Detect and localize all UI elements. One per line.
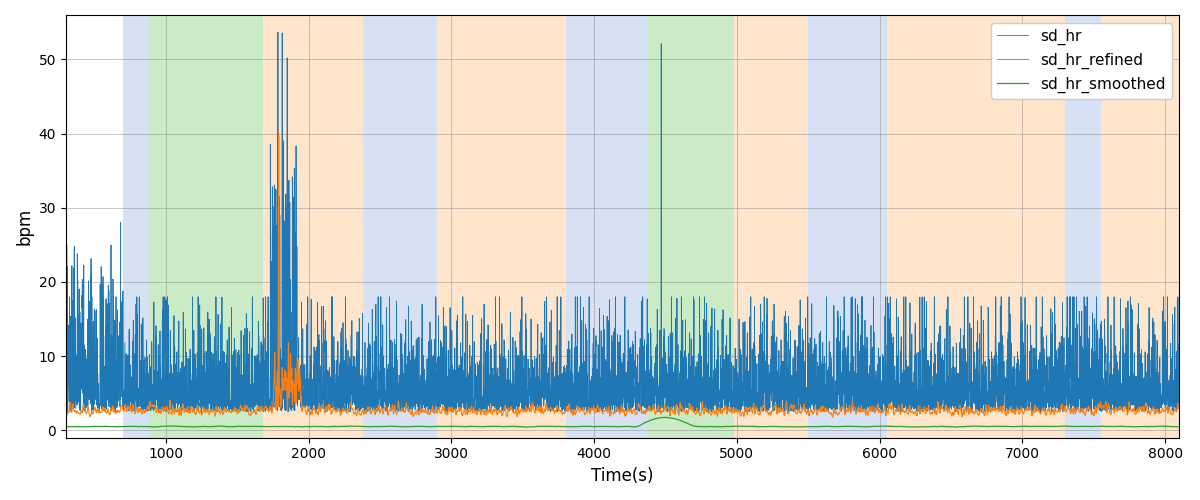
Bar — [124, 15, 149, 438]
sd_hr_smoothed — [518, 424, 533, 430]
sd_hr — [1172, 380, 1187, 386]
sd_hr_refined — [271, 130, 286, 136]
Bar — [887, 15, 1066, 438]
Line: sd_hr_smoothed: sd_hr_smoothed — [66, 418, 1180, 427]
Bar — [1066, 15, 1100, 438]
sd_hr — [84, 409, 98, 415]
sd_hr — [271, 29, 286, 35]
Bar — [263, 15, 362, 438]
sd_hr_refined — [1172, 404, 1187, 410]
Legend: sd_hr, sd_hr_refined, sd_hr_smoothed: sd_hr, sd_hr_refined, sd_hr_smoothed — [991, 22, 1171, 99]
sd_hr_refined — [866, 408, 881, 414]
sd_hr_smoothed — [157, 423, 172, 429]
Bar — [734, 15, 809, 438]
Y-axis label: bpm: bpm — [16, 208, 34, 245]
sd_hr — [618, 405, 632, 411]
Bar — [1100, 15, 1180, 438]
sd_hr_refined — [522, 407, 536, 413]
sd_hr — [59, 340, 73, 346]
sd_hr_refined — [782, 406, 797, 412]
Bar — [362, 15, 437, 438]
sd_hr_refined — [59, 407, 73, 413]
Line: sd_hr: sd_hr — [66, 32, 1180, 412]
sd_hr — [236, 398, 251, 404]
sd_hr_smoothed — [59, 424, 73, 430]
sd_hr — [866, 294, 881, 300]
sd_hr_smoothed — [618, 424, 632, 430]
sd_hr_refined — [157, 404, 172, 410]
sd_hr_smoothed — [866, 424, 881, 430]
sd_hr — [782, 402, 797, 408]
sd_hr_smoothed — [656, 414, 671, 420]
sd_hr_smoothed — [1172, 424, 1187, 430]
Bar — [809, 15, 887, 438]
Bar — [149, 15, 263, 438]
sd_hr_refined — [618, 412, 632, 418]
sd_hr_refined — [236, 408, 251, 414]
Bar — [565, 15, 648, 438]
sd_hr — [157, 398, 172, 404]
X-axis label: Time(s): Time(s) — [592, 467, 654, 485]
sd_hr — [523, 380, 538, 386]
sd_hr_smoothed — [522, 424, 536, 430]
Line: sd_hr_refined: sd_hr_refined — [66, 133, 1180, 418]
sd_hr_smoothed — [782, 424, 797, 430]
Bar — [437, 15, 565, 438]
Bar — [648, 15, 734, 438]
sd_hr_smoothed — [236, 424, 251, 430]
sd_hr_refined — [826, 414, 840, 420]
